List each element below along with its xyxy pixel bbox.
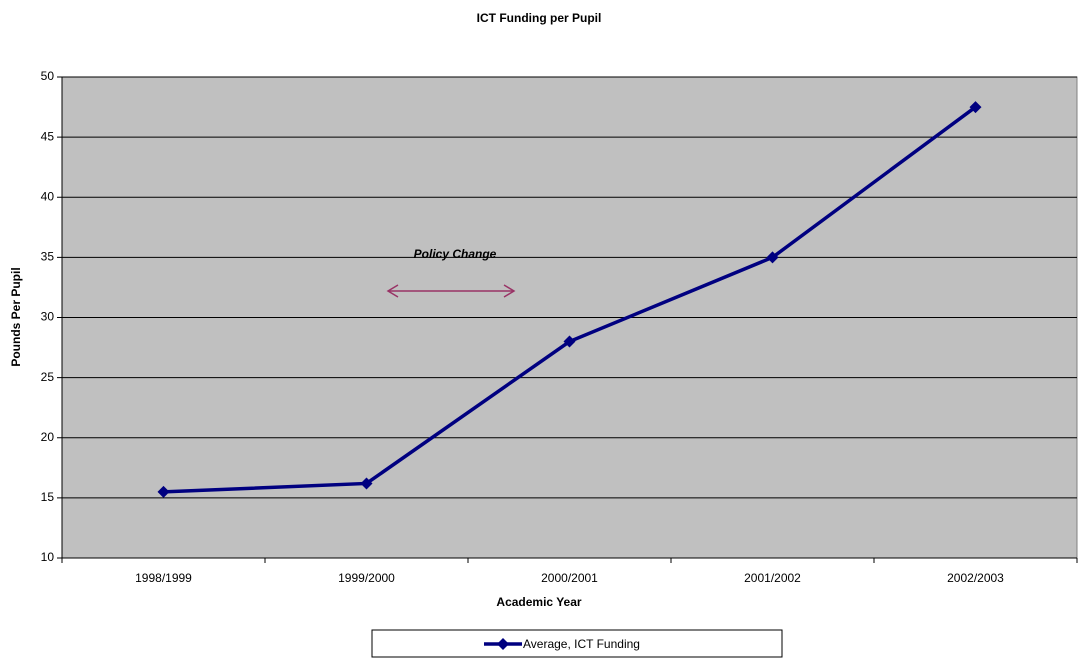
- y-tick-label: 30: [41, 310, 55, 324]
- data-point: [563, 335, 576, 348]
- legend-marker: [497, 638, 509, 650]
- y-tick-label: 10: [41, 550, 55, 564]
- arrow-head: [386, 284, 516, 298]
- y-tick-label: 15: [41, 490, 55, 504]
- x-tick-label: 2001/2002: [744, 571, 801, 585]
- y-tick-label: 50: [41, 69, 55, 83]
- annotation: Policy Change: [414, 247, 497, 261]
- chart-title: ICT Funding per Pupil: [477, 11, 602, 25]
- y-tick-label: 25: [41, 370, 55, 384]
- data-point: [360, 477, 373, 490]
- legend-label: Average, ICT Funding: [523, 637, 640, 651]
- y-tick-label: 45: [41, 129, 55, 143]
- data-point: [969, 101, 982, 114]
- data-point: [157, 485, 170, 498]
- data-point: [766, 251, 779, 264]
- legend-box: [371, 629, 783, 658]
- y-tick-label: 20: [41, 430, 55, 444]
- x-tick-label: 1999/2000: [338, 571, 395, 585]
- x-tick-label: 2002/2003: [947, 571, 1004, 585]
- x-axis-title: Academic Year: [496, 595, 582, 609]
- y-tick-label: 40: [41, 189, 55, 203]
- x-tick-label: 1998/1999: [135, 571, 192, 585]
- x-tick-label: 2000/2001: [541, 571, 598, 585]
- y-tick-label: 35: [41, 250, 55, 264]
- y-axis-title: Pounds Per Pupil: [9, 267, 23, 366]
